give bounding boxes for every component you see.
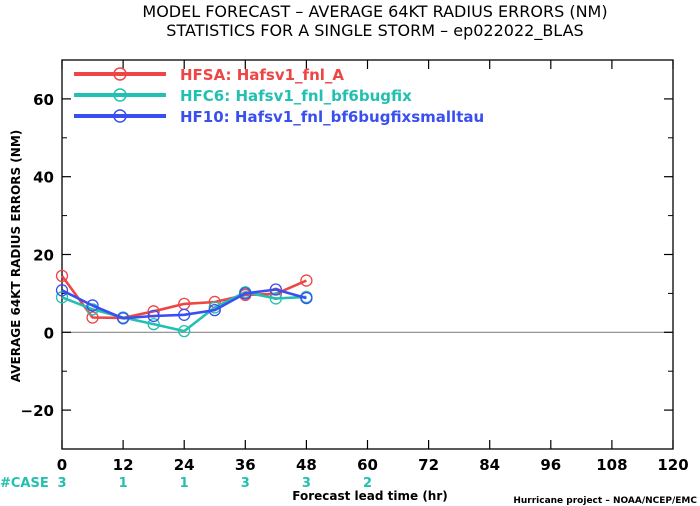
y-axis-label: AVERAGE 64KT RADIUS ERRORS (NM) bbox=[9, 130, 23, 382]
data-point bbox=[116, 312, 130, 325]
legend-marker bbox=[113, 88, 127, 102]
x-tick-label: 72 bbox=[418, 456, 439, 474]
x-tick-label: 84 bbox=[479, 456, 500, 474]
case-count: 1 bbox=[180, 476, 189, 491]
x-tick-label: 60 bbox=[357, 456, 378, 474]
x-tick-label: 12 bbox=[113, 456, 134, 474]
x-tick-label: 0 bbox=[57, 456, 67, 474]
x-tick-label: 120 bbox=[657, 456, 688, 474]
data-point bbox=[86, 299, 99, 312]
data-point bbox=[300, 274, 313, 287]
chart-title-line1: MODEL FORECAST – AVERAGE 64KT RADIUS ERR… bbox=[142, 2, 607, 21]
data-point bbox=[55, 269, 69, 283]
chart-title-line2: STATISTICS FOR A SINGLE STORM – ep022022… bbox=[166, 21, 583, 41]
legend-entry: HF10: Hafsv1_fnl_bf6bugfixsmalltau bbox=[180, 108, 484, 126]
case-count: 3 bbox=[57, 476, 66, 491]
x-tick-label: 108 bbox=[596, 456, 627, 474]
data-point bbox=[269, 292, 283, 305]
legend-entry: HFC6: Hafsv1_fnl_bf6bugfix bbox=[180, 87, 412, 105]
data-point bbox=[178, 324, 191, 338]
x-tick-label: 48 bbox=[296, 456, 317, 474]
data-point bbox=[147, 309, 160, 323]
data-point bbox=[55, 291, 69, 304]
data-point bbox=[86, 311, 99, 324]
x-tick-label: 24 bbox=[174, 456, 195, 474]
data-point bbox=[55, 284, 69, 297]
series-line bbox=[61, 288, 307, 320]
case-count: 3 bbox=[241, 476, 250, 491]
case-count: 1 bbox=[119, 476, 128, 491]
x-axis-label: Forecast lead time (hr) bbox=[292, 489, 448, 503]
legend-marker bbox=[113, 67, 127, 81]
case-count-label: #CASE bbox=[0, 476, 49, 491]
legend-entry: HFSA: Hafsv1_fnl_A bbox=[180, 66, 344, 84]
data-point bbox=[239, 287, 252, 300]
y-tick-label: 20 bbox=[33, 247, 54, 265]
series-line bbox=[60, 275, 307, 320]
legend-marker bbox=[113, 109, 127, 123]
y-tick-label: 0 bbox=[44, 324, 54, 342]
case-count: 2 bbox=[363, 476, 372, 491]
data-point bbox=[86, 303, 99, 316]
x-tick-label: 36 bbox=[235, 456, 256, 474]
case-count: 3 bbox=[302, 476, 311, 491]
credit-text: Hurricane project – NOAA/NCEP/EMC bbox=[513, 496, 697, 506]
data-point bbox=[269, 283, 283, 296]
data-point bbox=[178, 308, 191, 321]
y-tick-label: 40 bbox=[33, 169, 54, 187]
series-line bbox=[61, 290, 307, 333]
x-tick-label: 96 bbox=[540, 456, 561, 474]
y-tick-label: 60 bbox=[33, 91, 54, 109]
y-tick-label: −20 bbox=[21, 402, 54, 420]
data-point bbox=[147, 317, 160, 331]
data-point bbox=[300, 291, 313, 305]
data-point bbox=[208, 303, 221, 317]
